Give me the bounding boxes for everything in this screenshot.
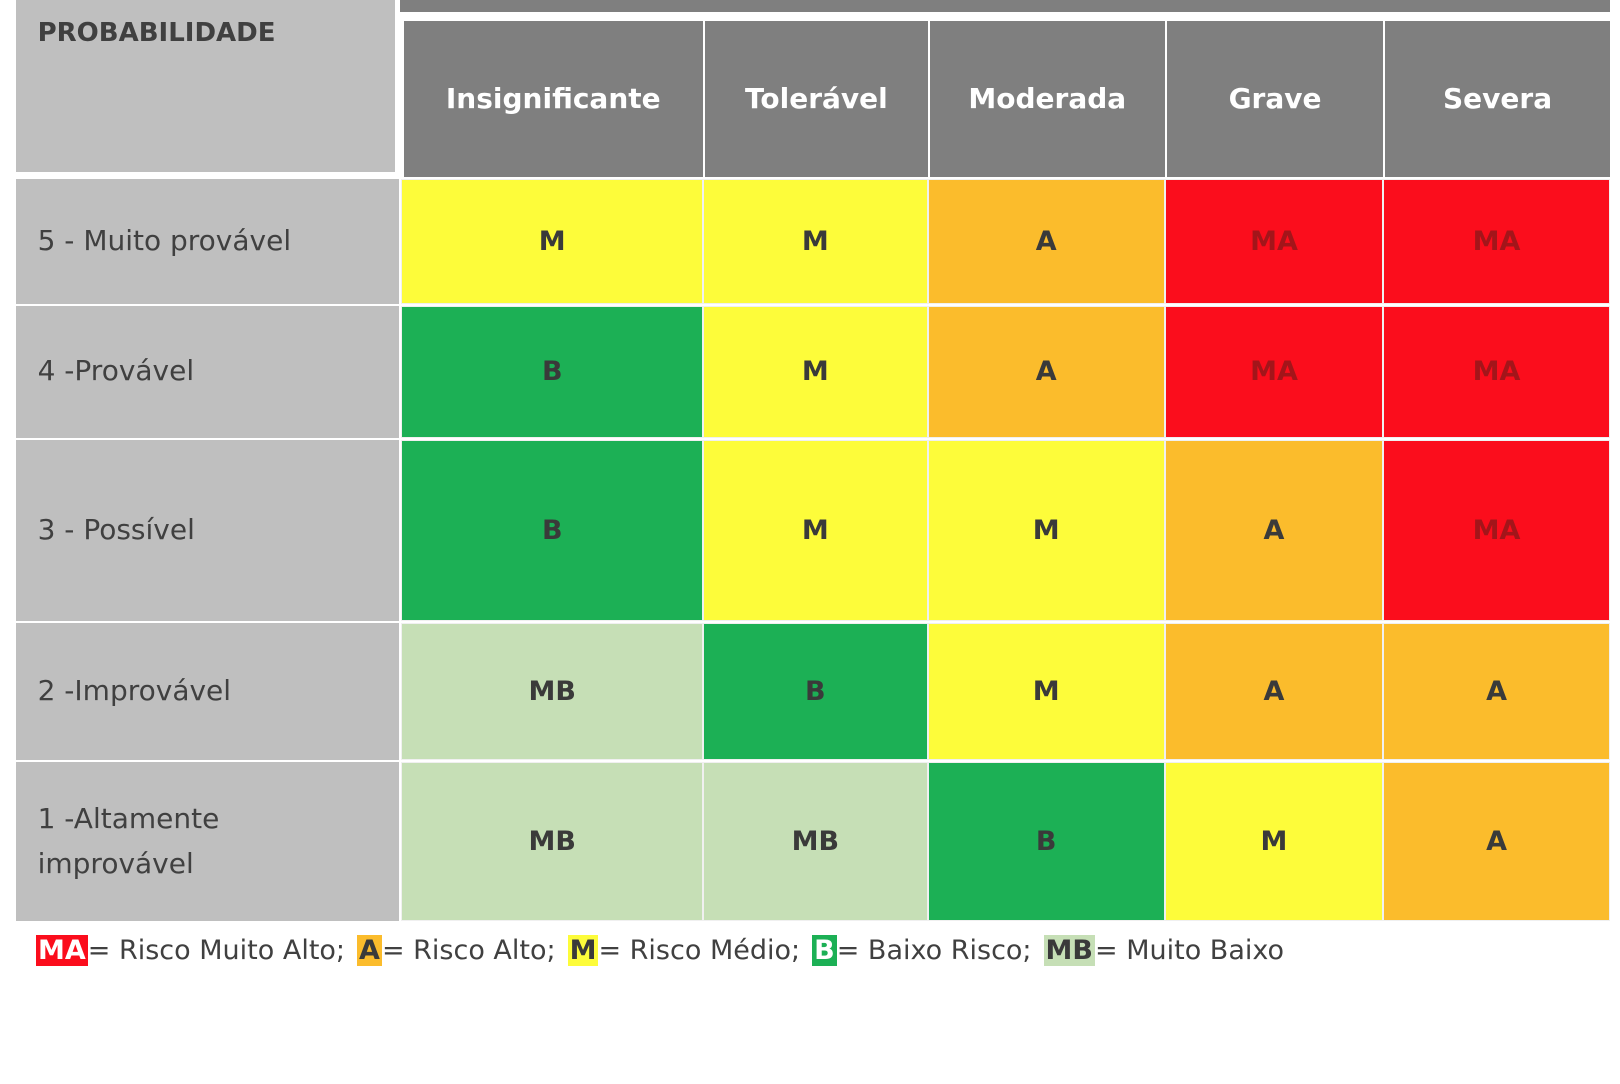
legend-code: M bbox=[567, 935, 599, 966]
column-header: Severa bbox=[1385, 20, 1610, 177]
risk-cell: B bbox=[703, 622, 928, 761]
risk-cell: MA bbox=[1383, 178, 1610, 304]
row-label: 4 -Provável bbox=[15, 305, 400, 438]
risk-cell: B bbox=[401, 439, 704, 621]
risk-cell: A bbox=[927, 178, 1165, 304]
legend: MA = Risco Muito Alto; A = Risco Alto; M = Ri… bbox=[36, 935, 1296, 966]
column-header: Tolerável bbox=[705, 20, 928, 177]
risk-cell: MB bbox=[703, 762, 928, 922]
row-label: 1 -Altamente improvável bbox=[15, 762, 400, 922]
row-label: 5 - Muito provável bbox=[15, 178, 400, 304]
legend-text: = Risco Muito Alto; bbox=[87, 935, 346, 966]
legend-code: MB bbox=[1043, 935, 1095, 966]
risk-cell: M bbox=[703, 178, 928, 304]
legend-text: = Risco Alto; bbox=[381, 935, 556, 966]
risk-cell: A bbox=[1383, 762, 1610, 922]
risk-cell: B bbox=[927, 762, 1165, 922]
risk-cell: MA bbox=[1383, 305, 1610, 438]
risk-cell: A bbox=[1383, 622, 1610, 761]
risk-cell: MA bbox=[1164, 305, 1384, 438]
risk-cell: A bbox=[1164, 622, 1384, 761]
row-label: 3 - Possível bbox=[15, 439, 400, 621]
legend-code: B bbox=[812, 935, 837, 966]
risk-cell: M bbox=[703, 305, 928, 438]
risk-cell: A bbox=[927, 305, 1165, 438]
risk-cell: MB bbox=[401, 762, 704, 922]
row-label: 2 -Improvável bbox=[15, 622, 400, 761]
risk-cell: A bbox=[1164, 439, 1384, 621]
legend-code: A bbox=[357, 935, 382, 966]
legend-text: = Baixo Risco; bbox=[836, 935, 1032, 966]
risk-cell: M bbox=[927, 439, 1165, 621]
risk-cell: M bbox=[703, 439, 928, 621]
legend-text: = Risco Médio; bbox=[598, 935, 801, 966]
corner-header: PROBABILIDADE bbox=[15, 0, 396, 172]
risk-cell: MB bbox=[401, 622, 704, 761]
column-header: Moderada bbox=[929, 20, 1165, 177]
risk-cell: MA bbox=[1164, 178, 1384, 304]
column-header: Grave bbox=[1166, 20, 1384, 177]
risk-cell: M bbox=[1164, 762, 1384, 922]
legend-code: MA bbox=[36, 935, 88, 966]
risk-cell: M bbox=[401, 178, 704, 304]
risk-cell: B bbox=[401, 305, 704, 438]
header-band bbox=[400, 0, 1610, 13]
column-header: Insignificante bbox=[403, 20, 704, 177]
risk-cell: MA bbox=[1383, 439, 1610, 621]
risk-cell: M bbox=[927, 622, 1165, 761]
legend-text: = Muito Baixo bbox=[1095, 935, 1285, 966]
